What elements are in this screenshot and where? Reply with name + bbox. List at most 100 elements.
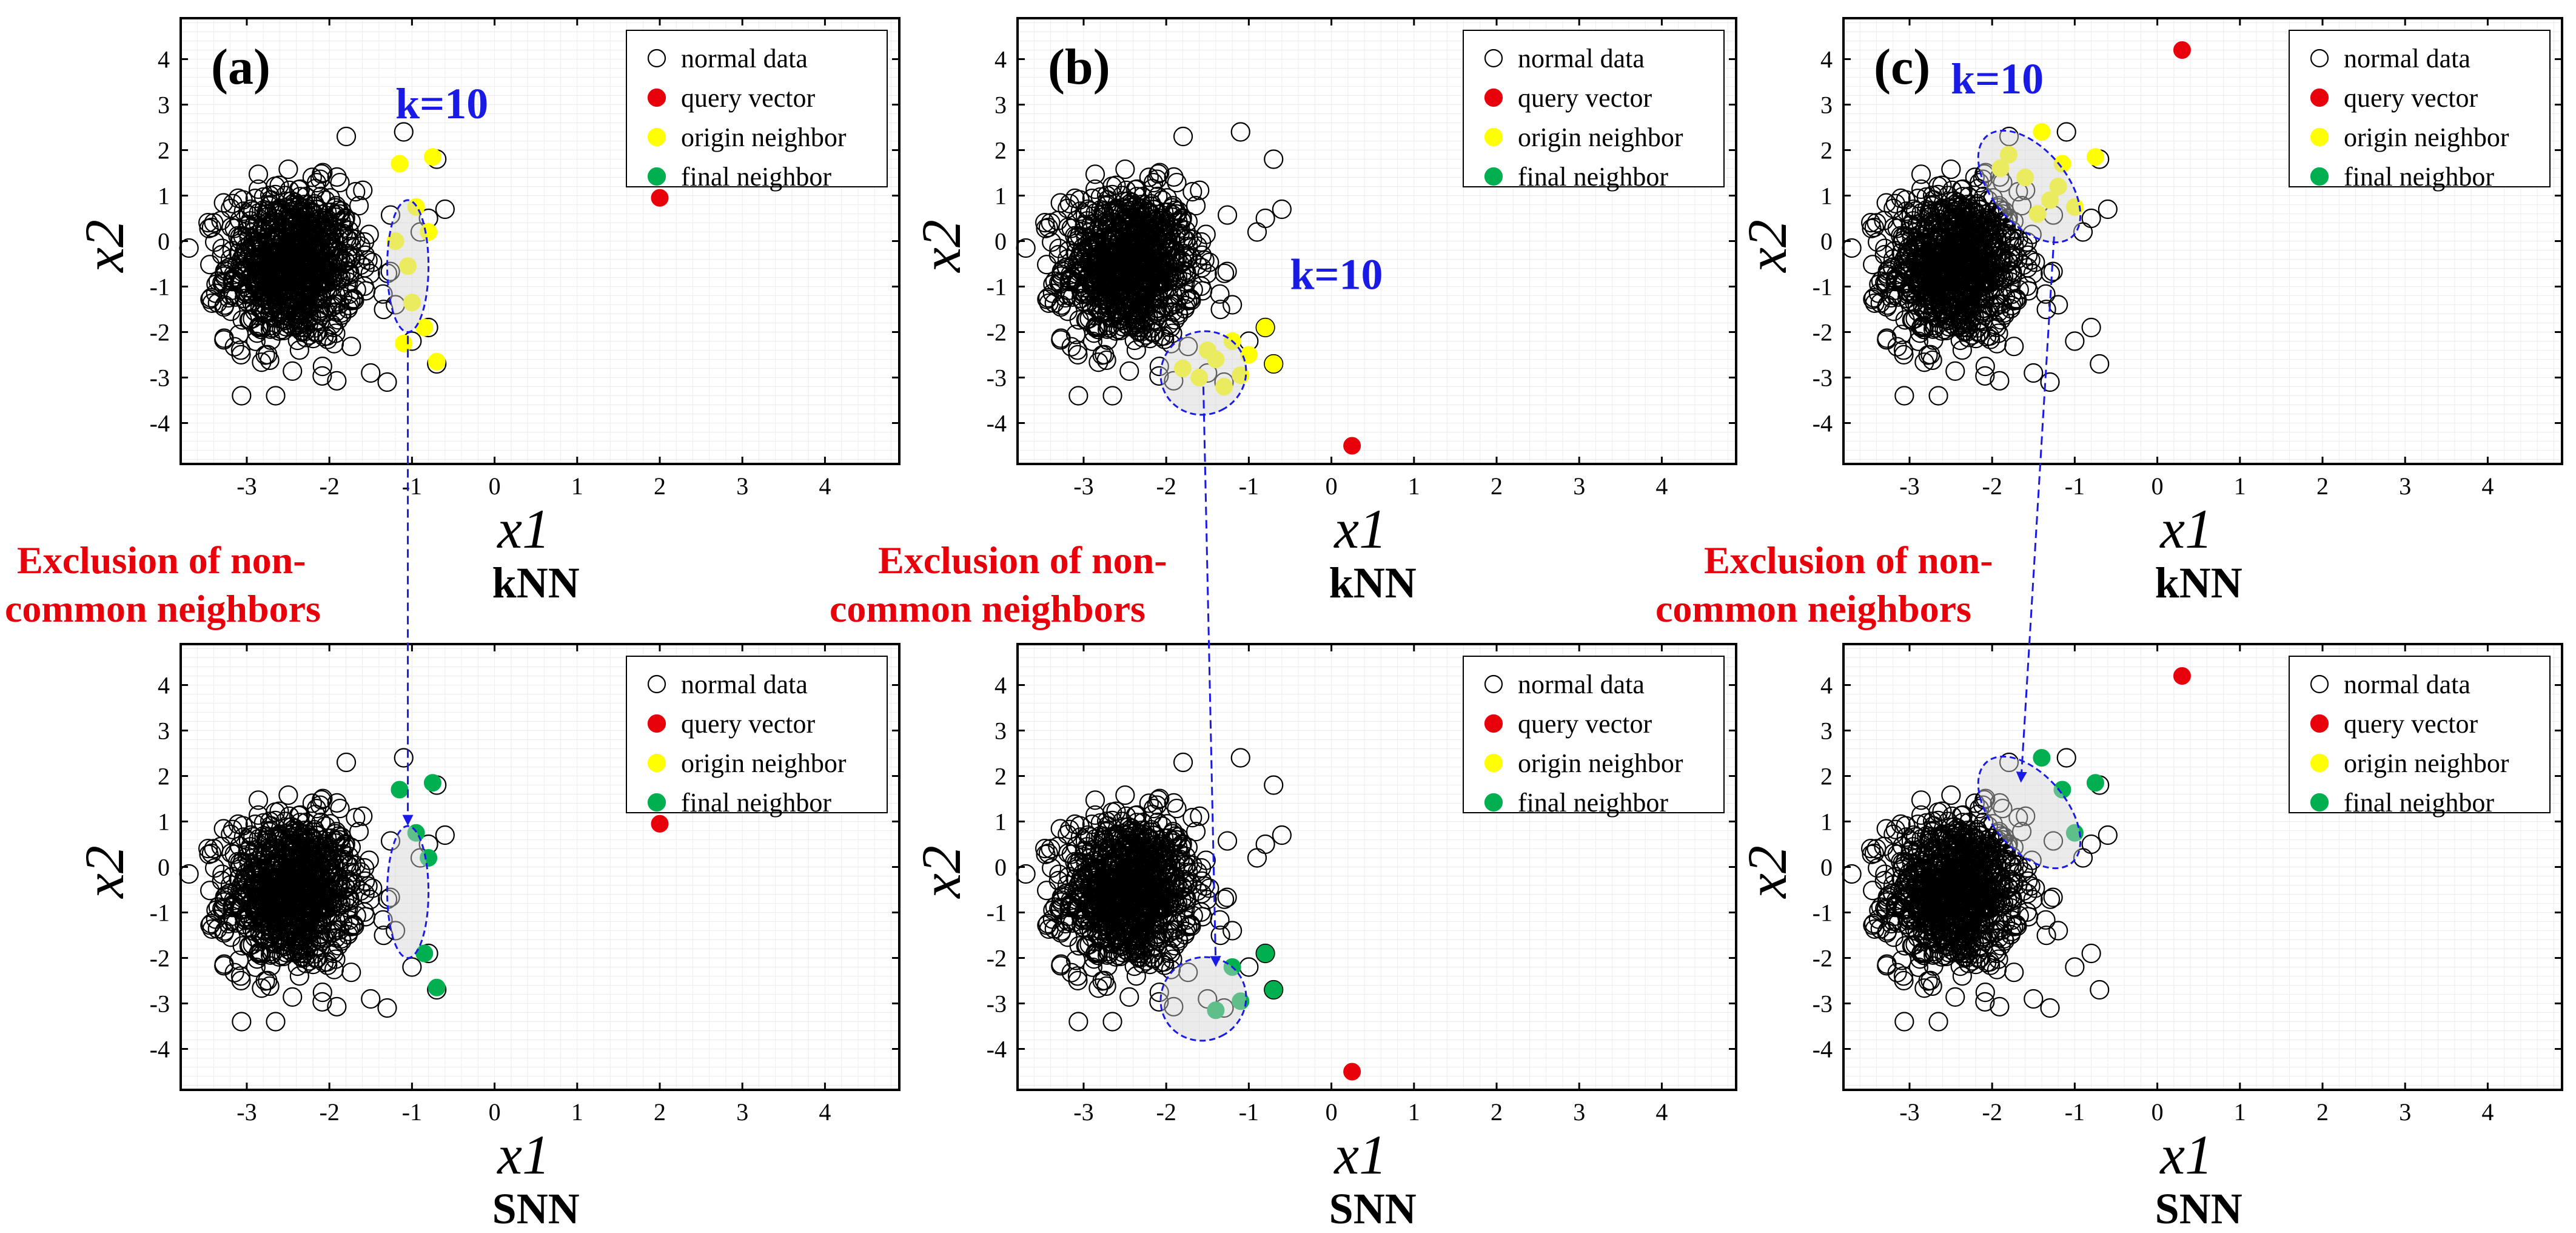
normal-data-point <box>248 164 269 184</box>
origin-neighbor-point <box>1264 355 1283 373</box>
normal-data-point <box>246 900 266 921</box>
normal-data-point <box>363 878 383 898</box>
legend-label: normal data <box>1518 44 1645 73</box>
normal-data-point <box>1264 979 1284 1000</box>
normal-data-point <box>1112 936 1132 956</box>
normal-data-point <box>310 890 330 910</box>
k-value-label: k=10 <box>1290 250 1383 298</box>
legend-label: final neighbor <box>1518 162 1668 192</box>
y-tick-label: 2 <box>158 763 170 790</box>
normal-data-point <box>252 352 272 372</box>
normal-data-point <box>1082 331 1102 351</box>
normal-data-point <box>284 217 304 237</box>
normal-data-point <box>232 899 252 919</box>
normal-data-point <box>394 122 414 142</box>
normal-data-point <box>340 262 360 282</box>
normal-data-point <box>245 188 265 209</box>
normal-data-point <box>324 334 344 354</box>
x-tick-label: -3 <box>236 472 257 500</box>
normal-data-point <box>248 179 269 200</box>
normal-data-point <box>341 337 361 357</box>
normal-data-point <box>1125 864 1145 884</box>
normal-data-point <box>1161 959 1181 979</box>
normal-data-point <box>275 310 295 331</box>
x-tick-label: 1 <box>571 1098 583 1126</box>
normal-data-point <box>1264 354 1284 374</box>
x-tick-label: 3 <box>1573 472 1585 500</box>
panel-a-knn: -3 -2 -1 0 1 2 3 4 4 3 2 1 0 -1 -2 -3 -4 x1 x2 kNN normal da… <box>73 17 901 607</box>
normal-data-point <box>1186 822 1206 842</box>
normal-data-point <box>1861 213 1881 233</box>
normal-data-point <box>1157 855 1177 875</box>
normal-data-point <box>282 252 302 272</box>
legend-label: origin neighbor <box>681 748 847 778</box>
normal-data-point <box>240 935 260 956</box>
normal-data-point <box>1143 799 1164 819</box>
normal-data-point <box>363 252 383 272</box>
normal-data-point <box>1191 858 1212 878</box>
x-tick-label: 2 <box>654 472 666 500</box>
normal-data-point <box>1081 215 1102 235</box>
normal-data-point <box>1110 906 1130 926</box>
normal-data-point <box>1067 340 1088 360</box>
y-axis-label: x2 <box>910 220 972 274</box>
normal-data-point <box>315 251 335 271</box>
normal-data-point <box>1255 943 1275 964</box>
y-tick-label: -3 <box>150 990 170 1018</box>
normal-data-point <box>1152 816 1172 836</box>
normal-data-point <box>269 882 289 902</box>
normal-data-point <box>1138 829 1158 849</box>
normal-data-point <box>220 249 241 269</box>
normal-data-point <box>289 935 309 955</box>
normal-data-point <box>1157 896 1177 916</box>
normal-data-point <box>316 259 336 280</box>
normal-data-point <box>1247 222 1267 242</box>
normal-data-points <box>1016 752 1238 1032</box>
normal-data-point <box>344 916 364 936</box>
normal-data-point <box>1182 808 1202 828</box>
normal-data-point <box>1128 214 1148 235</box>
normal-data-point <box>1065 324 1086 344</box>
normal-data-point <box>346 182 366 202</box>
x-tick-label: -1 <box>1239 1098 1259 1126</box>
normal-data-point <box>301 829 321 849</box>
normal-data-point <box>1147 867 1167 887</box>
normal-data-point <box>329 826 349 846</box>
normal-data-point <box>258 884 278 904</box>
normal-data-point <box>1161 334 1181 354</box>
normal-data-point <box>311 186 331 206</box>
normal-data-point <box>248 805 269 825</box>
final-neighbor-point <box>407 824 425 842</box>
normal-data-point <box>1223 921 1243 941</box>
normal-data-point <box>330 172 350 193</box>
query-vector-point <box>1343 1063 1361 1081</box>
legend-label: query vector <box>681 709 815 739</box>
normal-data-point <box>1119 987 1139 1007</box>
normal-data-point <box>1214 889 1235 909</box>
normal-data-point <box>1217 831 1238 851</box>
normal-data-point <box>1102 176 1122 197</box>
normal-data-point <box>353 180 373 200</box>
x-tick-label: 1 <box>1408 1098 1420 1126</box>
y-tick-label: -4 <box>150 410 170 437</box>
normal-data-point <box>1157 229 1177 249</box>
legend-marker <box>647 674 666 694</box>
normal-data-point <box>229 324 249 344</box>
normal-data-point <box>330 798 350 819</box>
y-tick-label: -3 <box>150 365 170 392</box>
normal-data-point <box>275 936 295 956</box>
normal-data-point <box>1126 966 1146 986</box>
normal-data-point <box>1176 262 1196 282</box>
legend-box <box>626 656 888 813</box>
x-tick-label: 1 <box>1408 472 1420 500</box>
normal-data-points <box>1016 126 1238 406</box>
normal-data-point <box>1186 196 1206 216</box>
normal-data-point <box>252 978 272 998</box>
legend: normal data query vector origin neighbor fi… <box>626 30 888 192</box>
normal-data-point <box>1036 844 1056 864</box>
normal-data-point <box>1175 261 1195 281</box>
normal-data-point <box>1161 317 1181 338</box>
normal-data-point <box>245 814 265 835</box>
legend-marker <box>647 714 666 733</box>
